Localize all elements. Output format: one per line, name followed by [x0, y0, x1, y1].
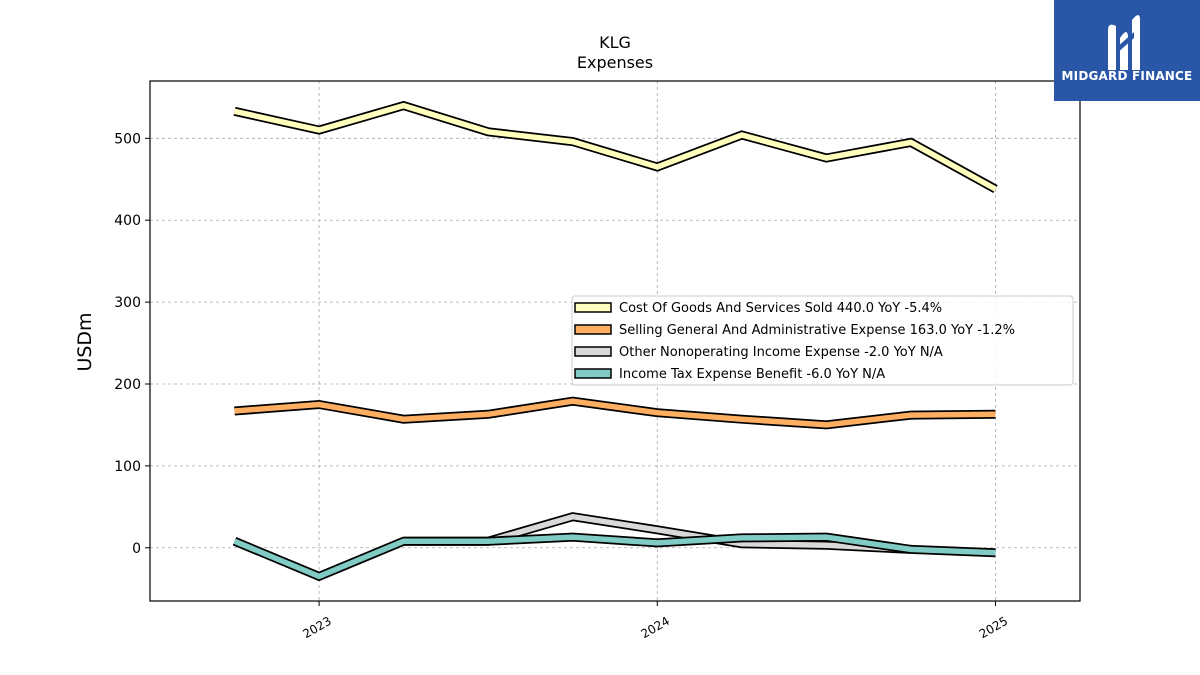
series-line-0 — [233, 100, 998, 194]
series-line-3 — [232, 532, 996, 582]
chart-subtitle: Expenses — [577, 53, 653, 72]
plot-frame — [149, 80, 1081, 602]
legend-entry: Income Tax Expense Benefit -6.0 YoY N/A — [619, 367, 885, 382]
midgard-finance-logo: MIDGARD FINANCE — [1054, 0, 1200, 101]
x-tick-label: 2023 — [300, 614, 333, 641]
series-lines — [232, 100, 998, 582]
y-tick-label: 300 — [114, 295, 141, 311]
x-tick-label: 2024 — [639, 614, 672, 641]
y-tick-label: 0 — [132, 541, 141, 557]
y-axis-label: USDm — [74, 312, 96, 371]
logo-mark-icon — [1108, 15, 1140, 70]
y-tick-label: 200 — [114, 377, 141, 393]
y-tick-label: 100 — [114, 459, 141, 475]
legend-swatch — [574, 368, 612, 379]
chart-title: KLG — [599, 33, 631, 52]
series-line-1 — [234, 396, 996, 430]
logo-text: MIDGARD FINANCE — [1061, 69, 1193, 83]
legend-swatch — [574, 302, 612, 313]
legend-entry: Cost Of Goods And Services Sold 440.0 Yo… — [619, 301, 942, 316]
legend-box — [571, 295, 1074, 386]
x-tick-label: 2025 — [977, 614, 1010, 641]
legend-entry: Other Nonoperating Income Expense -2.0 Y… — [619, 345, 943, 360]
y-tick-label: 500 — [114, 131, 141, 147]
legend: Cost Of Goods And Services Sold 440.0 Yo… — [571, 295, 1074, 386]
y-tick-label: 400 — [114, 213, 141, 229]
legend-entry: Selling General And Administrative Expen… — [619, 323, 1015, 338]
legend-swatch — [574, 346, 612, 357]
axis-ticks: 0 100 200 300 400 500 2023 2024 2025 — [114, 131, 1010, 641]
legend-swatch — [574, 324, 612, 335]
